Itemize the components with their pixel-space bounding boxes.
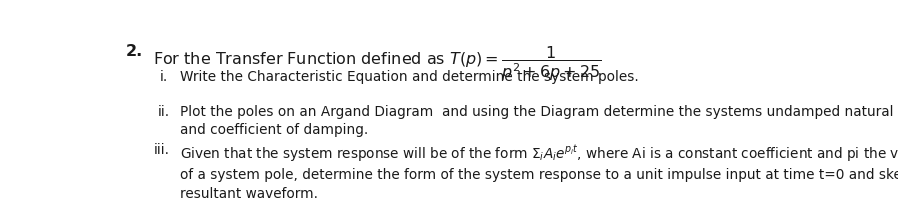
Text: For the Transfer Function defined as $T(p) = \dfrac{1}{p^2+6p+25}$: For the Transfer Function defined as $T(… [153,44,602,83]
Text: iii.: iii. [154,144,170,157]
Text: Write the Characteristic Equation and determine the system poles.: Write the Characteristic Equation and de… [180,70,639,84]
Text: Given that the system response will be of the form $\Sigma_i A_i e^{p_i t}$, whe: Given that the system response will be o… [180,144,898,201]
Text: Plot the poles on an Argand Diagram  and using the Diagram determine the systems: Plot the poles on an Argand Diagram and … [180,105,898,137]
Text: i.: i. [160,70,168,84]
Text: 2.: 2. [126,44,144,59]
Text: ii.: ii. [157,105,170,119]
